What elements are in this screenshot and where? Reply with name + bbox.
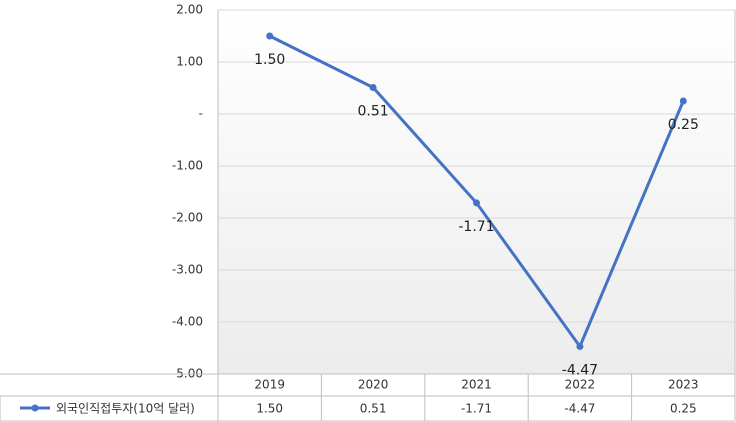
data-label: 0.51 — [358, 103, 389, 119]
table-value: 1.50 — [256, 402, 283, 416]
y-tick-label: -2.00 — [172, 211, 203, 225]
data-label: 0.25 — [668, 117, 699, 133]
legend-label: 외국인직접투자(10억 달러) — [56, 402, 195, 416]
plot-background — [218, 10, 735, 374]
legend-marker — [31, 404, 39, 412]
x-tick-label: 2021 — [461, 378, 492, 392]
point — [576, 342, 584, 350]
y-tick-label: -3.00 — [172, 263, 203, 277]
table-value: -1.71 — [461, 402, 492, 416]
data-label: -4.47 — [562, 362, 598, 378]
y-tick-label: 2.00 — [176, 3, 203, 17]
table-value: 0.25 — [670, 402, 697, 416]
x-tick-label: 2019 — [254, 378, 285, 392]
x-tick-label: 2022 — [565, 378, 596, 392]
x-tick-label: 2020 — [358, 378, 389, 392]
point — [266, 32, 274, 40]
y-tick-label: - — [199, 107, 203, 121]
data-label: -1.71 — [458, 219, 494, 235]
point — [473, 199, 480, 207]
point — [369, 83, 377, 91]
y-tick-label: -4.00 — [172, 315, 203, 329]
y-tick-label: -1.00 — [172, 159, 203, 173]
point — [679, 97, 687, 105]
table-value: -4.47 — [564, 402, 595, 416]
y-tick-label: 1.00 — [176, 55, 203, 69]
table-value: 0.51 — [360, 402, 387, 416]
x-tick-label: 2023 — [668, 378, 699, 392]
data-label: 1.50 — [254, 52, 285, 68]
